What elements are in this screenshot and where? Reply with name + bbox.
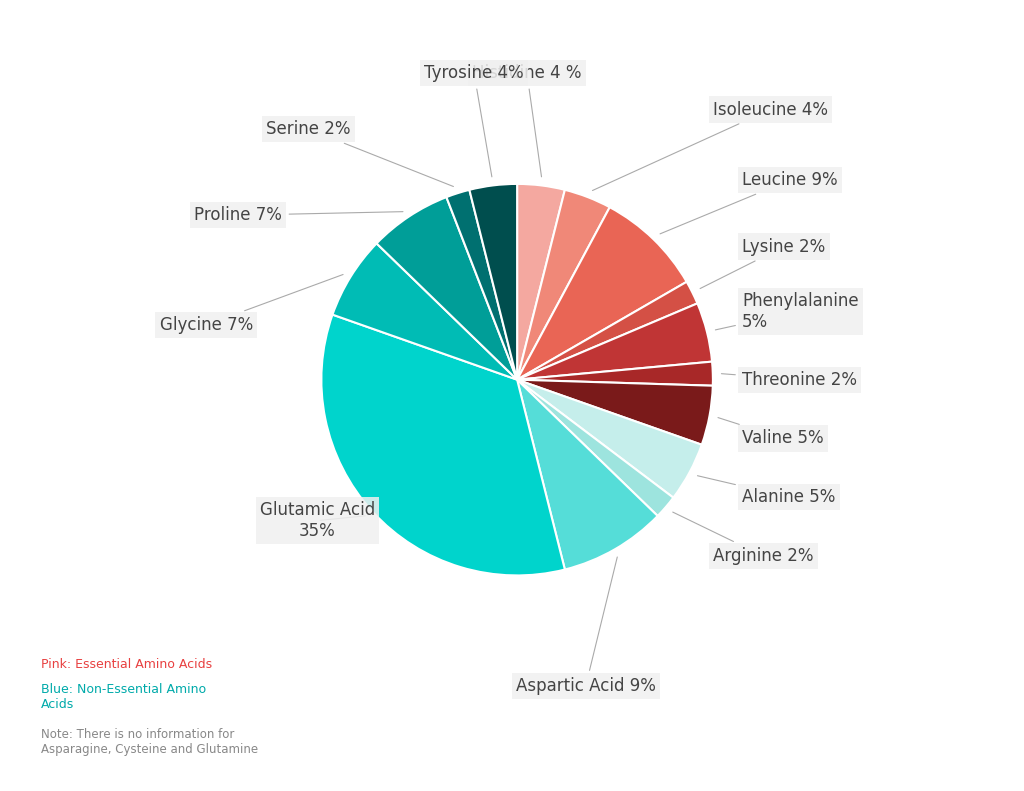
Text: Pink: Essential Amino Acids: Pink: Essential Amino Acids (41, 658, 212, 672)
Wedge shape (469, 184, 517, 380)
Text: Aspartic Acid 9%: Aspartic Acid 9% (516, 557, 655, 695)
Text: Valine 5%: Valine 5% (718, 418, 824, 448)
Text: Histidine 4 %: Histidine 4 % (472, 64, 582, 177)
Wedge shape (517, 380, 701, 498)
Text: Tyrosine 4%: Tyrosine 4% (424, 64, 524, 177)
Wedge shape (517, 380, 713, 445)
Text: Threonine 2%: Threonine 2% (722, 371, 857, 388)
Text: Alanine 5%: Alanine 5% (697, 475, 836, 506)
Wedge shape (517, 361, 713, 386)
Text: Note: There is no information for
Asparagine, Cysteine and Glutamine: Note: There is no information for Aspara… (41, 728, 258, 756)
Text: Proline 7%: Proline 7% (195, 206, 403, 224)
Wedge shape (517, 207, 687, 380)
Wedge shape (517, 380, 657, 570)
Text: Glutamic Acid
35%: Glutamic Acid 35% (260, 501, 375, 540)
Wedge shape (377, 197, 517, 380)
Wedge shape (517, 190, 609, 380)
Text: Lysine 2%: Lysine 2% (700, 237, 825, 289)
Text: Phenylalanine
5%: Phenylalanine 5% (716, 292, 859, 331)
Text: Serine 2%: Serine 2% (266, 120, 454, 187)
Wedge shape (322, 315, 565, 575)
Text: Arginine 2%: Arginine 2% (673, 512, 813, 565)
Wedge shape (517, 184, 565, 380)
Text: Blue: Non-Essential Amino
Acids: Blue: Non-Essential Amino Acids (41, 683, 206, 711)
Wedge shape (517, 380, 674, 516)
Wedge shape (517, 282, 697, 380)
Wedge shape (517, 304, 712, 380)
Text: Leucine 9%: Leucine 9% (660, 171, 838, 234)
Text: Glycine 7%: Glycine 7% (160, 274, 343, 334)
Text: Isoleucine 4%: Isoleucine 4% (593, 100, 827, 191)
Wedge shape (446, 190, 517, 380)
Wedge shape (333, 244, 517, 380)
